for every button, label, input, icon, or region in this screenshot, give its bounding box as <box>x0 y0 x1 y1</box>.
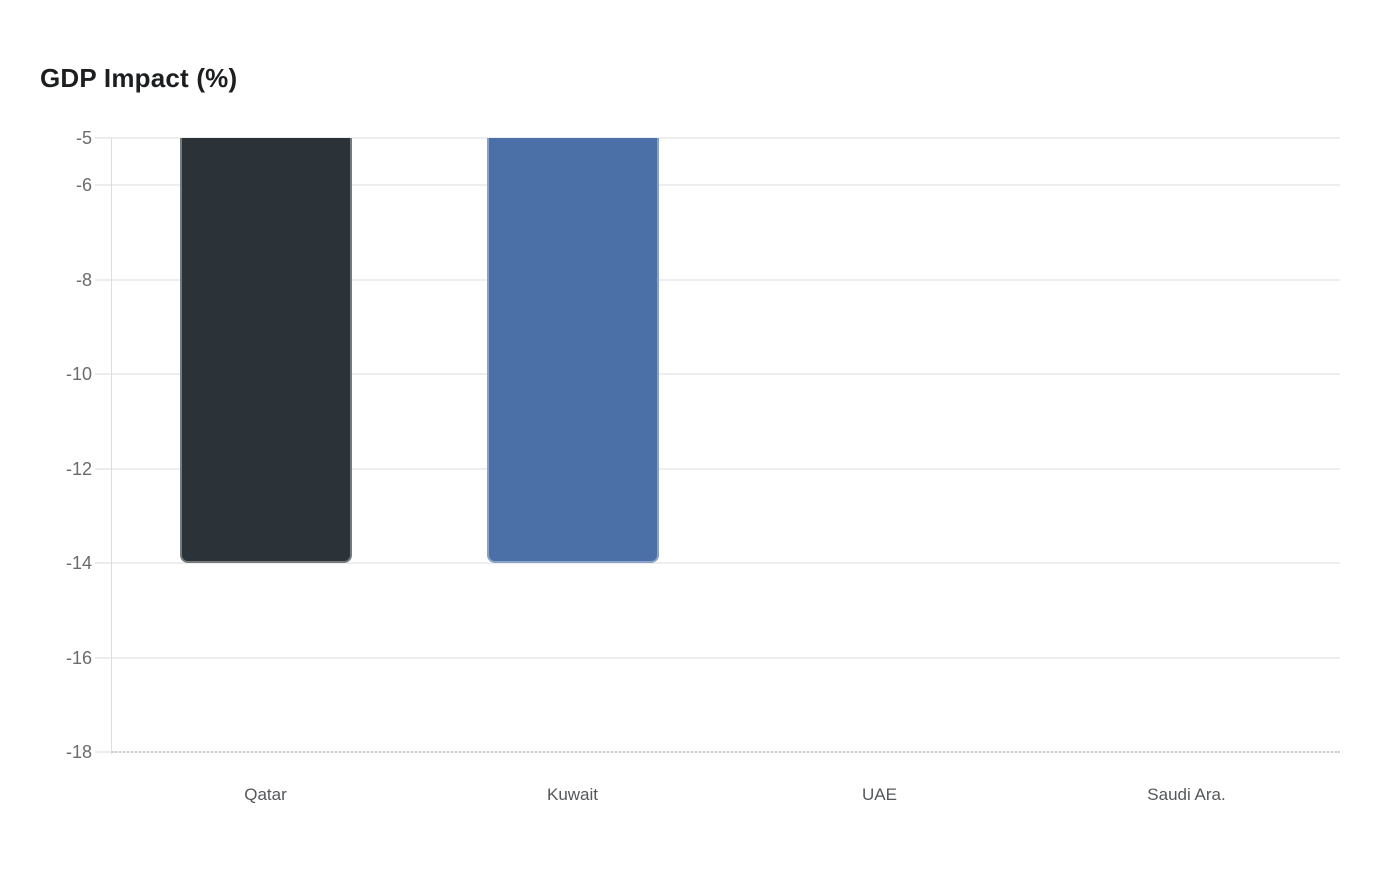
x-axis-line <box>112 751 1340 753</box>
y-axis-tick <box>95 467 112 470</box>
y-axis-tick <box>95 137 112 139</box>
y-gridline <box>112 373 1340 376</box>
y-axis-tick-label: -10 <box>65 364 92 385</box>
x-axis-category-label: Kuwait <box>546 785 599 804</box>
y-axis-tick-label: -14 <box>65 553 92 574</box>
bar-qatar[interactable] <box>179 138 352 564</box>
y-axis-tick-label: -5 <box>75 128 92 148</box>
y-axis-tick-label: -12 <box>65 458 92 479</box>
y-axis-tick <box>95 184 112 187</box>
y-axis-tick <box>95 656 112 659</box>
y-gridline <box>112 562 1340 565</box>
y-gridline <box>112 184 1340 187</box>
bar-kuwait[interactable] <box>486 138 659 564</box>
y-gridline <box>112 467 1340 470</box>
y-gridline <box>112 656 1340 659</box>
x-axis-category-label: Saudi Ara. <box>1147 785 1226 804</box>
x-axis-category-label: UAE <box>862 785 897 804</box>
y-axis-tick <box>95 278 112 281</box>
chart-title: GDP Impact (%) <box>40 63 238 93</box>
y-axis-tick-label: -6 <box>75 175 92 196</box>
x-axis-category-label: Qatar <box>244 785 287 804</box>
y-gridline <box>112 137 1340 139</box>
y-axis-tick-label: -18 <box>65 742 92 762</box>
y-axis-tick-label: -8 <box>75 269 92 290</box>
y-axis-tick <box>95 562 112 565</box>
y-axis-tick <box>95 751 112 753</box>
y-axis-line <box>111 138 112 754</box>
y-axis-tick <box>95 373 112 376</box>
y-gridline <box>112 278 1340 281</box>
y-axis-tick-label: -16 <box>65 647 92 668</box>
